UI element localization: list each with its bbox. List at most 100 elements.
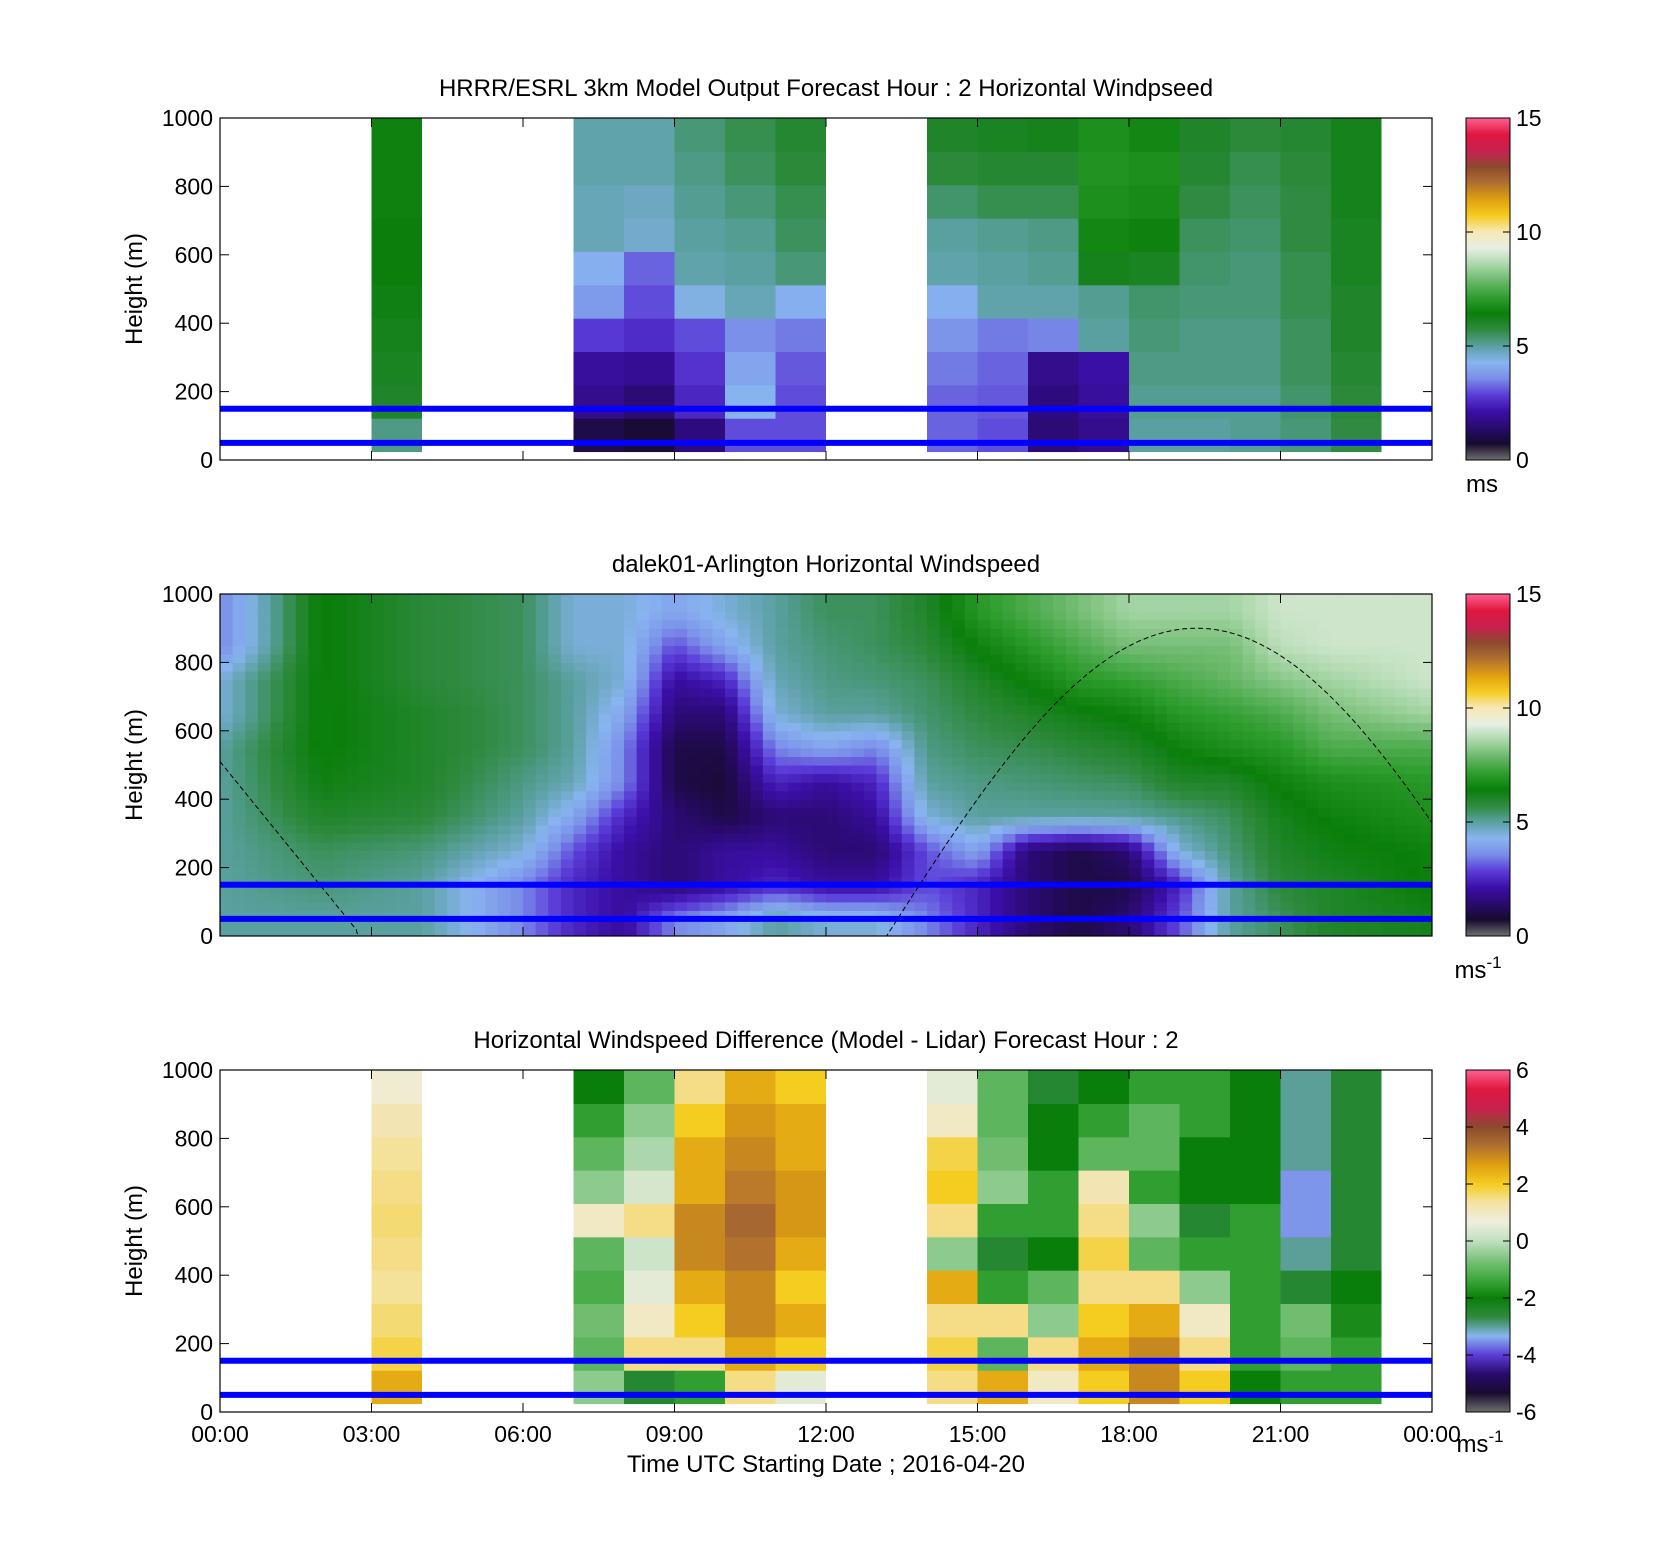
heatmap-cell xyxy=(346,705,360,715)
heatmap-cell xyxy=(863,645,878,655)
heatmap-cell xyxy=(1103,807,1117,817)
heatmap-cell xyxy=(863,688,878,698)
heatmap-cell xyxy=(1230,611,1244,621)
heatmap-cell xyxy=(927,713,941,723)
heatmap-cell xyxy=(826,747,840,758)
colorbar-tick-label: -2 xyxy=(1516,1285,1536,1311)
heatmap-cell xyxy=(1394,594,1408,604)
heatmap-cell xyxy=(838,867,852,877)
heatmap-cell xyxy=(838,679,852,689)
heatmap-cell xyxy=(889,653,903,663)
heatmap-cell xyxy=(611,688,625,698)
heatmap-cell xyxy=(232,867,246,877)
heatmap-cell xyxy=(1230,653,1244,663)
heatmap-cell xyxy=(611,619,625,629)
heatmap-cell xyxy=(813,636,827,646)
heatmap-cell xyxy=(1040,662,1054,672)
heatmap-cell xyxy=(699,910,713,920)
heatmap-cell xyxy=(560,722,575,732)
heatmap-cell xyxy=(624,602,638,612)
heatmap-cell xyxy=(762,910,777,920)
heatmap-cell xyxy=(952,756,966,766)
heatmap-cell xyxy=(1129,918,1143,929)
heatmap-cell xyxy=(725,1303,776,1338)
heatmap-cell xyxy=(1217,765,1231,775)
heatmap-cell xyxy=(573,884,587,894)
heatmap-cell xyxy=(1280,594,1294,604)
heatmap-cell xyxy=(725,807,739,817)
heatmap-cell xyxy=(1179,833,1193,843)
heatmap-cell xyxy=(661,594,676,604)
heatmap-cell xyxy=(964,636,979,646)
heatmap-cell xyxy=(472,679,486,689)
heatmap-cell xyxy=(1255,773,1269,783)
heatmap-cell xyxy=(1179,318,1230,353)
heatmap-cell xyxy=(535,910,549,920)
heatmap-cell xyxy=(863,910,878,920)
heatmap-cell xyxy=(510,705,524,715)
heatmap-cell xyxy=(270,653,284,663)
heatmap-cell xyxy=(813,611,827,621)
heatmap-cell xyxy=(1091,705,1105,715)
heatmap-cell xyxy=(800,884,814,894)
heatmap-cell xyxy=(308,696,322,706)
heatmap-cell xyxy=(598,713,612,723)
heatmap-cell xyxy=(510,679,524,689)
heatmap-cell xyxy=(687,841,701,852)
heatmap-cell xyxy=(1318,910,1332,920)
heatmap-cell xyxy=(270,841,284,852)
heatmap-cell xyxy=(737,901,751,911)
heatmap-cell xyxy=(1343,799,1357,809)
heatmap-cell xyxy=(447,859,461,869)
heatmap-cell xyxy=(1305,799,1319,809)
heatmap-cell xyxy=(371,901,385,911)
heatmap-cell xyxy=(422,867,436,877)
heatmap-cell xyxy=(851,688,865,698)
heatmap-cell xyxy=(1179,918,1193,929)
heatmap-cell xyxy=(1015,670,1029,681)
heatmap-cell xyxy=(876,876,890,886)
heatmap-cell xyxy=(1129,670,1143,681)
heatmap-cell xyxy=(1381,927,1395,936)
heatmap-cell xyxy=(712,705,726,715)
heatmap-cell xyxy=(598,730,612,740)
heatmap-cell xyxy=(409,602,423,612)
heatmap-cell xyxy=(1091,688,1105,698)
heatmap-cell xyxy=(535,636,549,646)
heatmap-cell xyxy=(1368,611,1383,621)
heatmap-cell xyxy=(661,799,676,809)
heatmap-cell xyxy=(1015,688,1029,698)
heatmap-cell xyxy=(1053,850,1067,860)
heatmap-cell xyxy=(497,611,511,621)
heatmap-cell xyxy=(1141,739,1155,749)
heatmap-cell xyxy=(459,773,474,783)
heatmap-cell xyxy=(914,756,928,766)
heatmap-cell xyxy=(232,799,246,809)
heatmap-cell xyxy=(586,859,600,869)
heatmap-cell xyxy=(788,696,802,706)
heatmap-cell xyxy=(1381,611,1395,621)
heatmap-cell xyxy=(889,739,903,749)
heatmap-cell xyxy=(624,184,675,219)
heatmap-cell xyxy=(838,782,852,792)
heatmap-cell xyxy=(813,799,827,809)
heatmap-cell xyxy=(750,876,764,886)
heatmap-cell xyxy=(712,824,726,834)
heatmap-cell xyxy=(1179,1203,1230,1238)
heatmap-cell xyxy=(1002,739,1016,749)
heatmap-cell xyxy=(1002,910,1016,920)
heatmap-cell xyxy=(510,782,524,792)
heatmap-cell xyxy=(1116,594,1130,604)
heatmap-cell xyxy=(725,118,776,152)
heatmap-cell xyxy=(927,636,941,646)
heatmap-cell xyxy=(914,782,928,792)
heatmap-cell xyxy=(1318,918,1332,929)
heatmap-cell xyxy=(750,850,764,860)
heatmap-cell xyxy=(737,739,751,749)
heatmap-cell xyxy=(927,218,978,252)
heatmap-cell xyxy=(687,773,701,783)
heatmap-cell xyxy=(573,773,587,783)
heatmap-cell xyxy=(1230,1103,1281,1138)
heatmap-cell xyxy=(914,688,928,698)
heatmap-cell xyxy=(1116,611,1130,621)
